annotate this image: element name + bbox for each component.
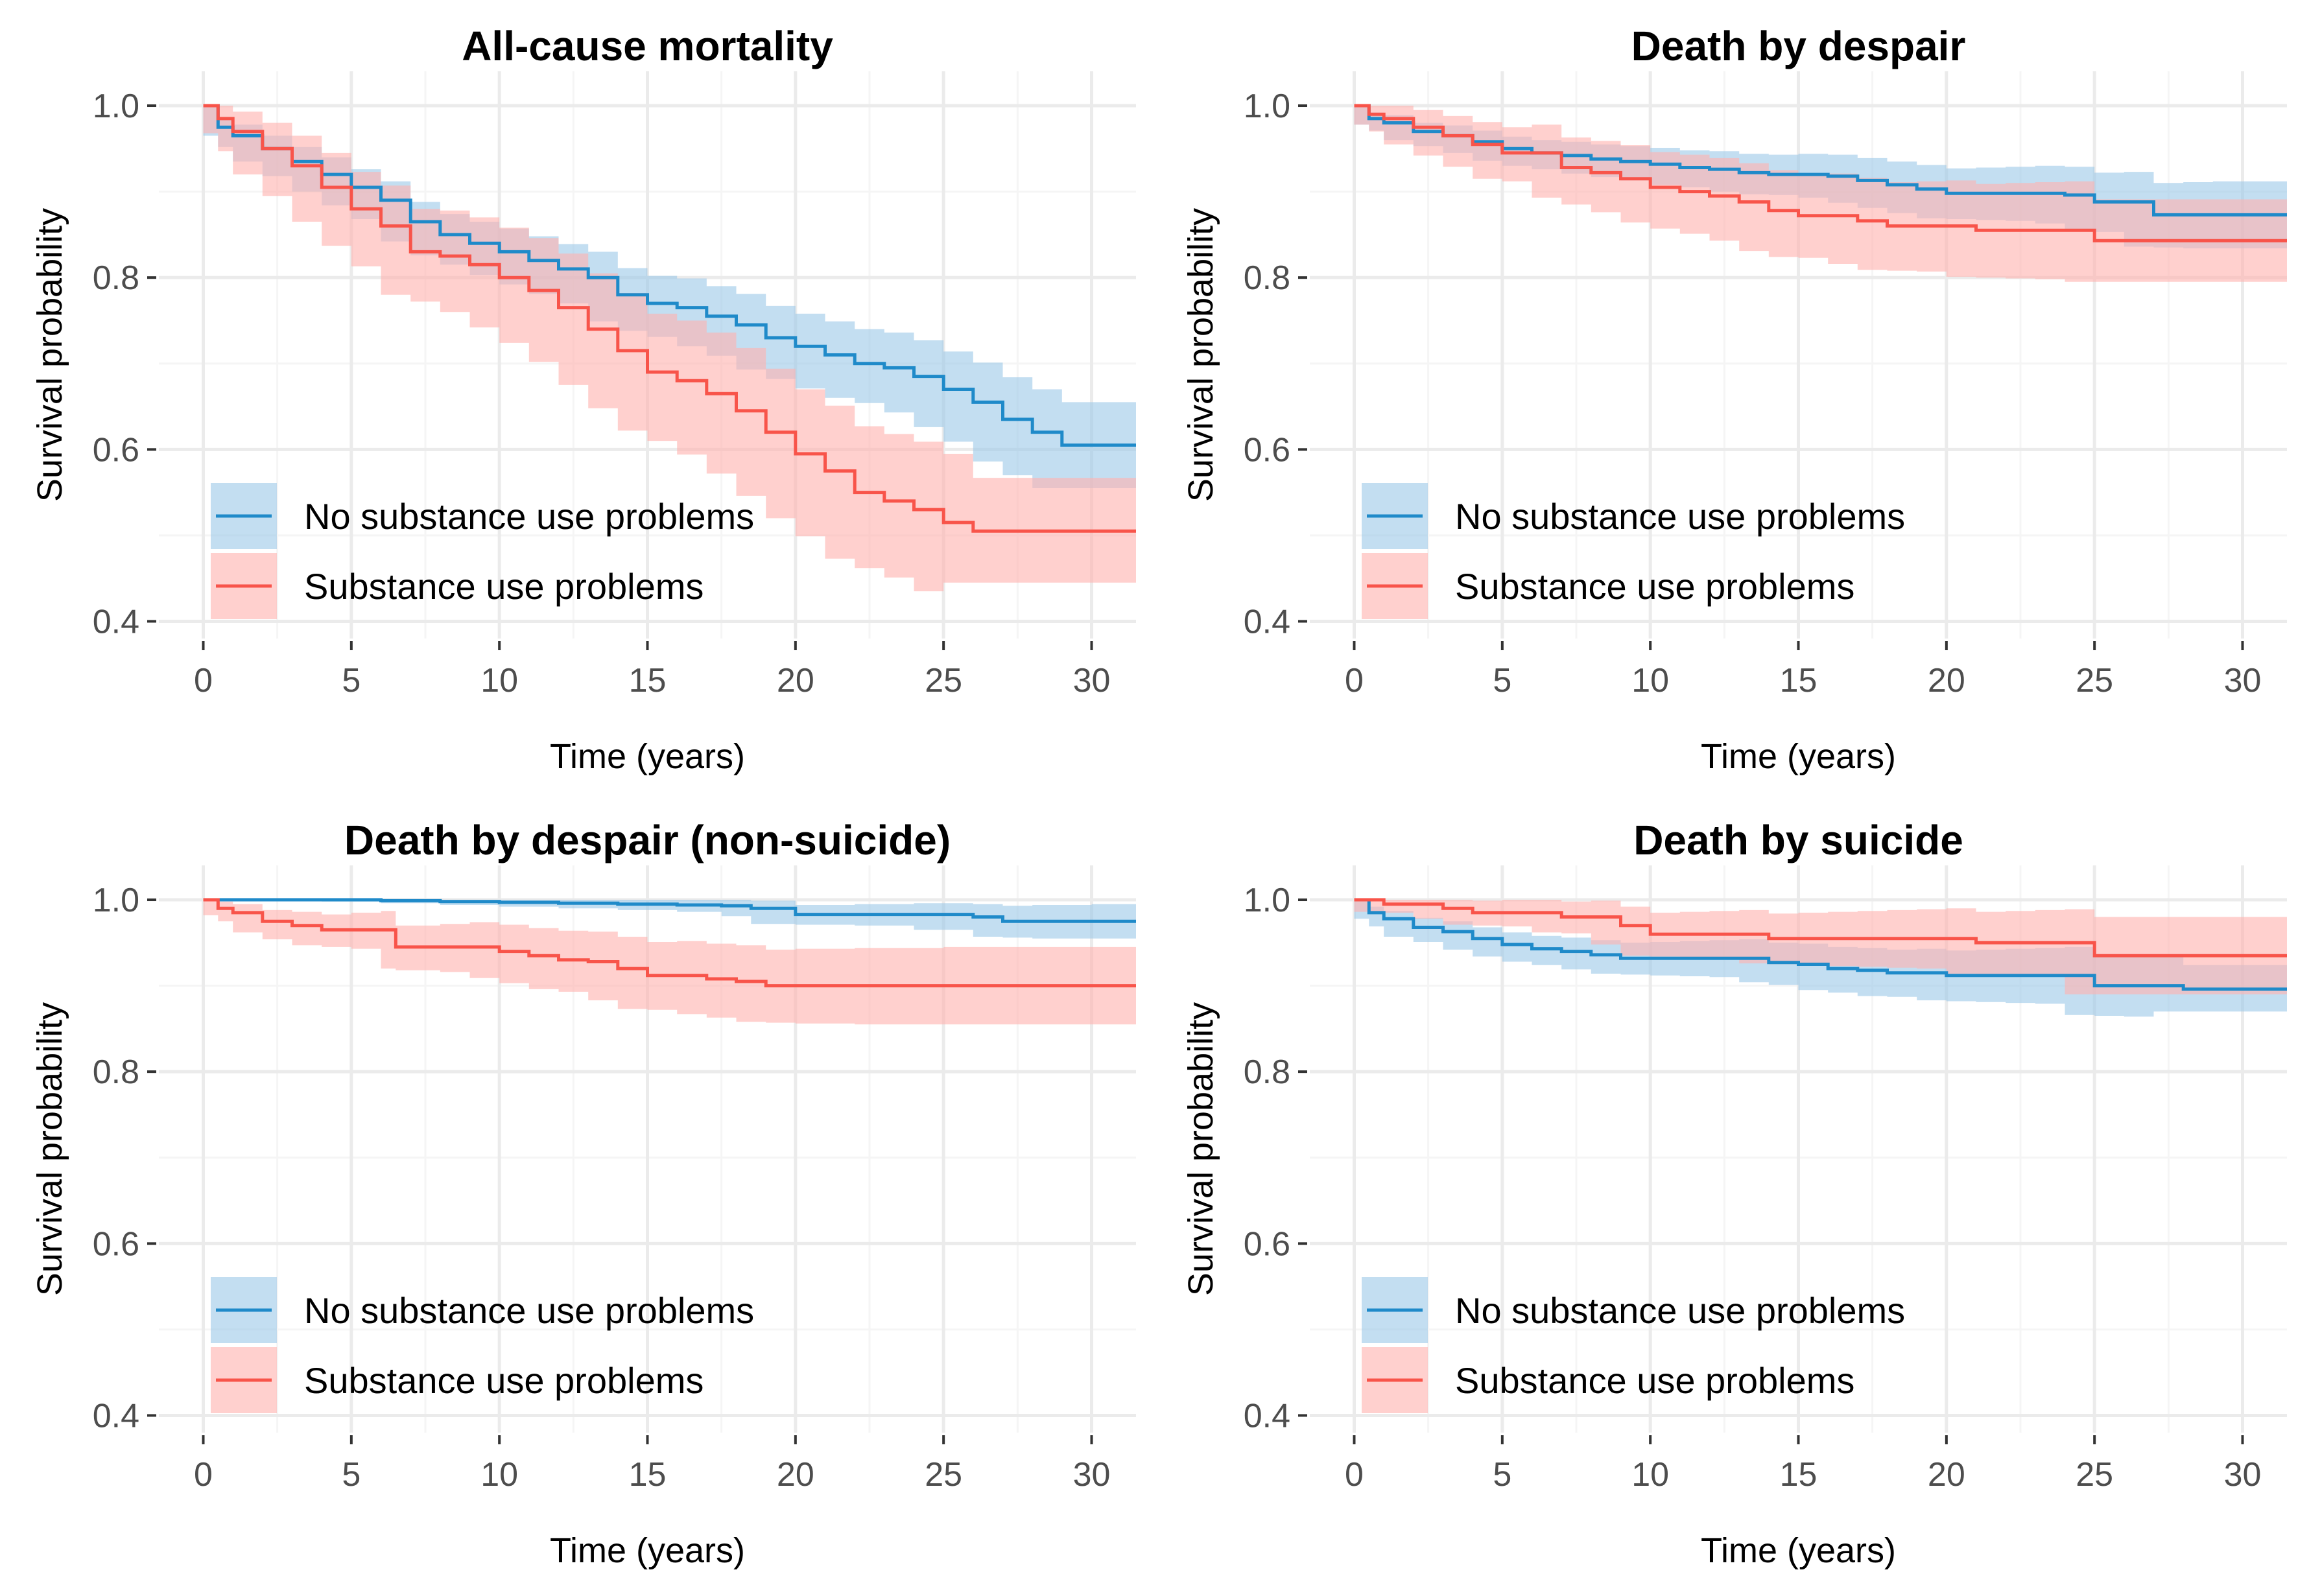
- x-tick-label: 30: [2224, 662, 2262, 699]
- chart-title: All-cause mortality: [462, 23, 833, 69]
- x-tick-label: 10: [1631, 1456, 1669, 1494]
- y-tick-label: 0.8: [93, 259, 139, 297]
- legend-label: No substance use problems: [1455, 1290, 1905, 1331]
- y-tick-label: 0.6: [1244, 1225, 1290, 1263]
- survival-line-no-substance: [203, 104, 1136, 447]
- panel-despair_non_suicide: 0.4 0.6 0.8 1.0 0 5 10 15 20 25 30 Death by despair…: [30, 817, 1136, 1570]
- y-tick-label: 0.4: [1244, 1397, 1290, 1435]
- ci-band-substance: [1354, 900, 2287, 994]
- legend-label: Substance use problems: [304, 566, 704, 607]
- survival-line-no-substance: [203, 898, 1136, 923]
- chart-title: Death by despair: [1631, 23, 1966, 69]
- x-tick-label: 25: [2076, 1456, 2113, 1494]
- x-axis-title: Time (years): [550, 737, 745, 776]
- survival-line-no-substance: [1354, 898, 2287, 991]
- y-tick-label: 0.6: [93, 431, 139, 469]
- x-tick-label: 20: [777, 662, 814, 699]
- ci-band-substance: [203, 900, 1136, 1025]
- x-axis-title: Time (years): [550, 1531, 745, 1570]
- legend: No substance use problems Substance use p…: [1362, 1277, 1905, 1413]
- legend: No substance use problems Substance use p…: [211, 1277, 754, 1413]
- x-tick-label: 15: [1780, 1456, 1818, 1494]
- y-tick-label: 0.8: [93, 1053, 139, 1091]
- legend: No substance use problems Substance use p…: [211, 483, 754, 619]
- y-axis-title: Survival probability: [30, 208, 69, 502]
- x-tick-label: 5: [1493, 1456, 1511, 1494]
- x-tick-label: 0: [194, 662, 213, 699]
- x-tick-label: 0: [1345, 1456, 1364, 1494]
- survival-line-substance: [203, 104, 1136, 533]
- ci-band-substance: [203, 106, 1136, 592]
- y-tick-label: 0.4: [93, 603, 139, 640]
- x-tick-label: 10: [1631, 662, 1669, 699]
- y-tick-label: 1.0: [1244, 882, 1290, 919]
- x-tick-label: 10: [480, 1456, 518, 1494]
- survival-line-substance: [1354, 898, 2287, 957]
- panel-suicide: 0.4 0.6 0.8 1.0 0 5 10 15 20 25 30 Death by suicide…: [1181, 817, 2287, 1570]
- y-axis-title: Survival probability: [1181, 208, 1220, 502]
- legend: No substance use problems Substance use p…: [1362, 483, 1905, 619]
- x-axis-title: Time (years): [1701, 1531, 1896, 1570]
- legend-label: Substance use problems: [1455, 1360, 1854, 1401]
- y-axis-title: Survival probability: [1181, 1002, 1220, 1296]
- legend-label: No substance use problems: [304, 1290, 754, 1331]
- survival-line-substance: [1354, 104, 2287, 242]
- x-tick-label: 0: [194, 1456, 213, 1494]
- x-tick-label: 5: [342, 1456, 361, 1494]
- ci-band-no-substance: [203, 900, 1136, 939]
- x-tick-label: 25: [925, 662, 962, 699]
- y-tick-label: 0.6: [1244, 431, 1290, 469]
- x-tick-label: 30: [2224, 1456, 2262, 1494]
- legend-label: Substance use problems: [304, 1360, 704, 1401]
- survival-line-substance: [203, 898, 1136, 988]
- x-tick-label: 25: [925, 1456, 962, 1494]
- ci-band-no-substance: [203, 106, 1136, 488]
- y-tick-label: 1.0: [1244, 88, 1290, 125]
- legend-label: No substance use problems: [304, 496, 754, 537]
- chart-title: Death by suicide: [1633, 817, 1963, 863]
- x-tick-label: 20: [1928, 662, 1965, 699]
- y-tick-label: 0.4: [1244, 603, 1290, 640]
- x-tick-label: 30: [1073, 1456, 1111, 1494]
- ci-band-substance: [1354, 106, 2287, 282]
- x-tick-label: 20: [777, 1456, 814, 1494]
- y-tick-label: 0.8: [1244, 259, 1290, 297]
- y-tick-label: 1.0: [93, 88, 139, 125]
- x-tick-label: 5: [342, 662, 361, 699]
- x-tick-label: 25: [2076, 662, 2113, 699]
- x-axis-title: Time (years): [1701, 737, 1896, 776]
- y-tick-label: 0.6: [93, 1225, 139, 1263]
- legend-label: Substance use problems: [1455, 566, 1854, 607]
- y-axis-title: Survival probability: [30, 1002, 69, 1296]
- x-tick-label: 15: [629, 1456, 667, 1494]
- x-tick-label: 0: [1345, 662, 1364, 699]
- panel-all_cause: 0.4 0.6 0.8 1.0 0 5 10 15 20 25 30 All-cause mortal…: [30, 23, 1136, 776]
- y-tick-label: 0.4: [93, 1397, 139, 1435]
- x-tick-label: 10: [480, 662, 518, 699]
- x-tick-label: 15: [1780, 662, 1818, 699]
- y-tick-label: 1.0: [93, 882, 139, 919]
- legend-label: No substance use problems: [1455, 496, 1905, 537]
- y-tick-label: 0.8: [1244, 1053, 1290, 1091]
- x-tick-label: 15: [629, 662, 667, 699]
- panel-despair: 0.4 0.6 0.8 1.0 0 5 10 15 20 25 30 Death by despair…: [1181, 23, 2287, 776]
- x-tick-label: 20: [1928, 1456, 1965, 1494]
- chart-title: Death by despair (non-suicide): [344, 817, 951, 863]
- x-tick-label: 5: [1493, 662, 1511, 699]
- x-tick-label: 30: [1073, 662, 1111, 699]
